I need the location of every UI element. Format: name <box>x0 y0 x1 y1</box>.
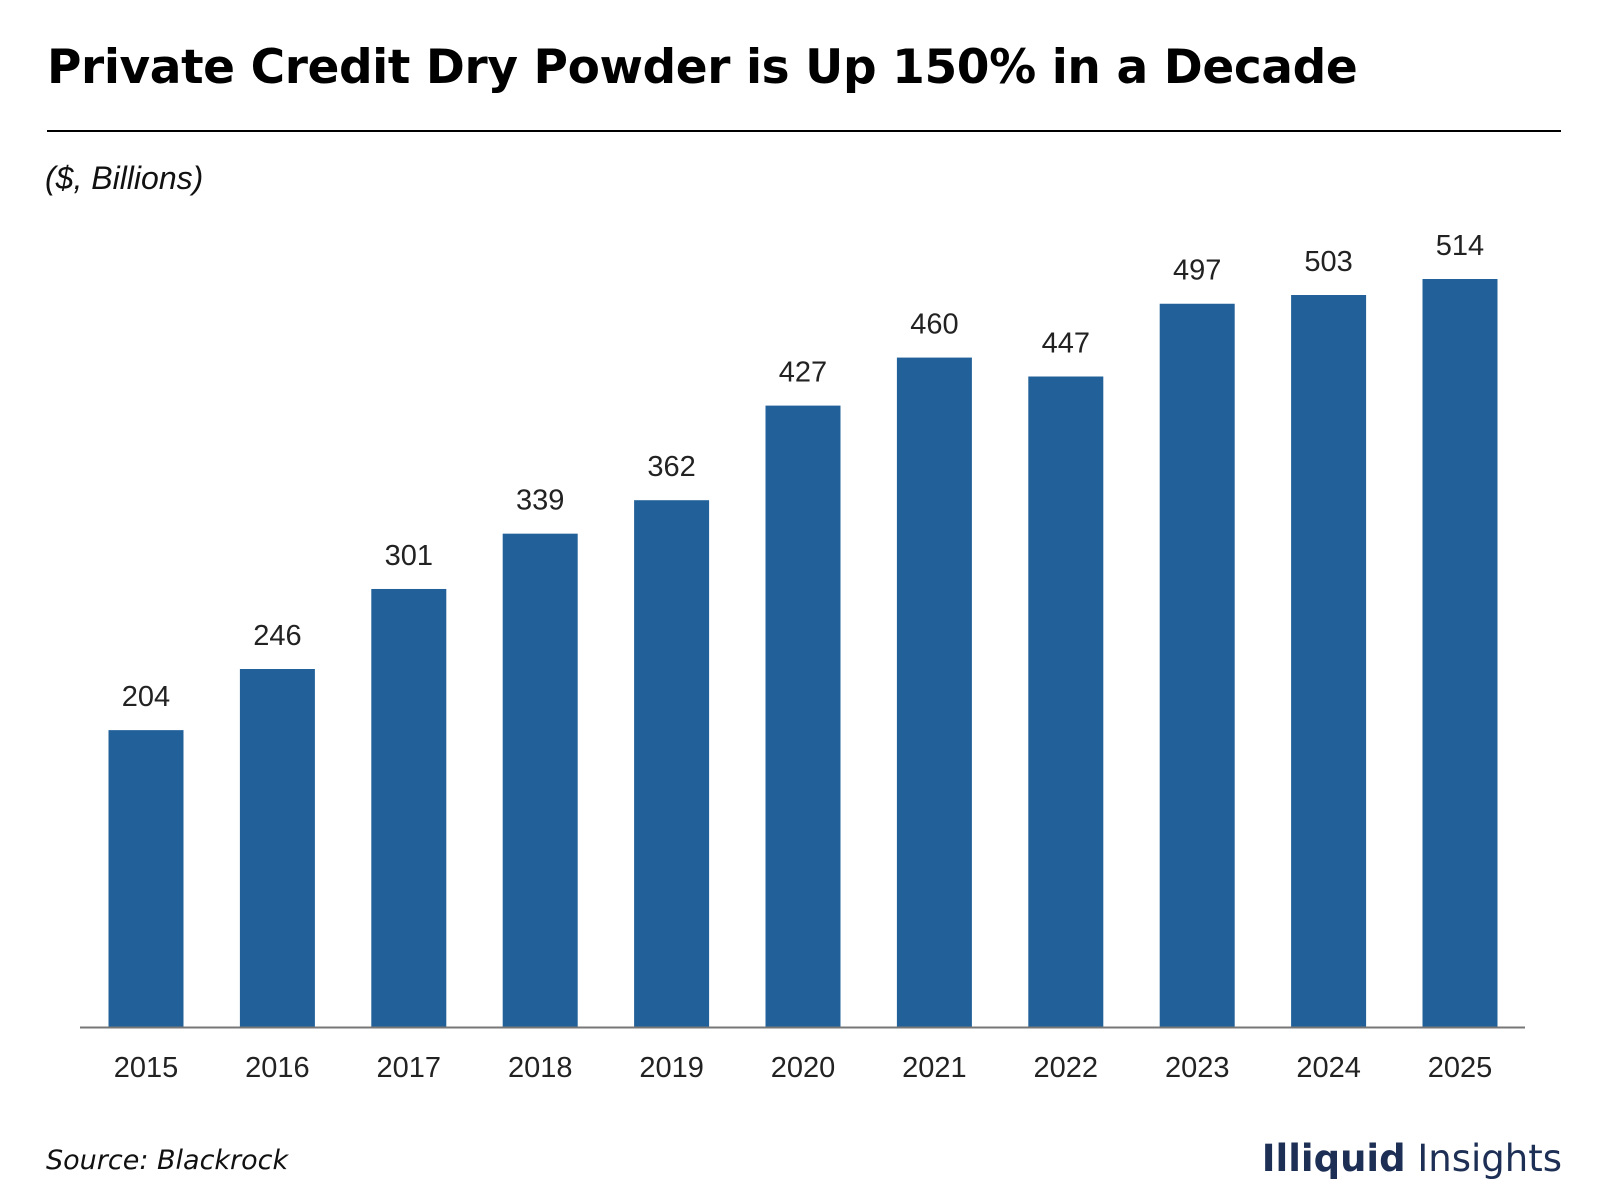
unit-label: ($, Billions) <box>45 160 204 196</box>
x-tick-2020: 2020 <box>771 1052 836 1084</box>
brand-name-bold: Illiquid <box>1261 1137 1406 1180</box>
x-tick-2016: 2016 <box>245 1052 310 1084</box>
x-tick-2022: 2022 <box>1034 1052 1099 1084</box>
data-label-2022: 447 <box>1042 328 1090 360</box>
x-tick-2017: 2017 <box>377 1052 442 1084</box>
data-label-2025: 514 <box>1436 230 1484 262</box>
bar-2025 <box>1422 279 1498 1027</box>
bars-layer <box>108 279 1498 1028</box>
data-label-2021: 460 <box>910 309 958 341</box>
bar-2019 <box>634 500 710 1027</box>
data-label-2015: 204 <box>122 681 170 713</box>
bar-2021 <box>896 357 972 1028</box>
bar-2018 <box>502 533 578 1027</box>
bar-2016 <box>239 669 315 1027</box>
bar-2017 <box>371 588 447 1027</box>
data-label-2023: 497 <box>1173 255 1221 287</box>
source-note: Source: Blackrock <box>46 1145 289 1176</box>
x-tick-labels: 2015 2016 2017 2018 2019 2020 2021 2022 2023 2024… <box>114 1052 1493 1084</box>
x-tick-2025: 2025 <box>1428 1052 1493 1084</box>
x-tick-2023: 2023 <box>1165 1052 1230 1084</box>
bar-2022 <box>1028 376 1104 1027</box>
bar-2020 <box>765 405 841 1027</box>
title-divider <box>47 130 1561 132</box>
x-tick-2019: 2019 <box>639 1052 704 1084</box>
brand-logo: Illiquid Insights <box>1262 1136 1562 1182</box>
brand-name-regular: Insights <box>1405 1137 1562 1180</box>
chart-title: Private Credit Dry Powder is Up 150% in … <box>47 40 1358 95</box>
data-label-2020: 427 <box>779 357 827 389</box>
bar-2023 <box>1159 303 1235 1027</box>
labels-layer: 204 246 301 339 362 427 460 447 497 503 514 <box>122 230 1484 713</box>
data-label-2016: 246 <box>253 620 301 652</box>
data-label-2019: 362 <box>647 451 695 483</box>
data-label-2017: 301 <box>385 540 433 572</box>
bar-2024 <box>1291 295 1367 1027</box>
data-label-2018: 339 <box>516 485 564 517</box>
x-tick-2021: 2021 <box>902 1052 967 1084</box>
data-label-2024: 503 <box>1304 246 1352 278</box>
x-tick-2018: 2018 <box>508 1052 573 1084</box>
bar-2015 <box>108 730 184 1027</box>
x-tick-2015: 2015 <box>114 1052 179 1084</box>
x-tick-2024: 2024 <box>1296 1052 1361 1084</box>
